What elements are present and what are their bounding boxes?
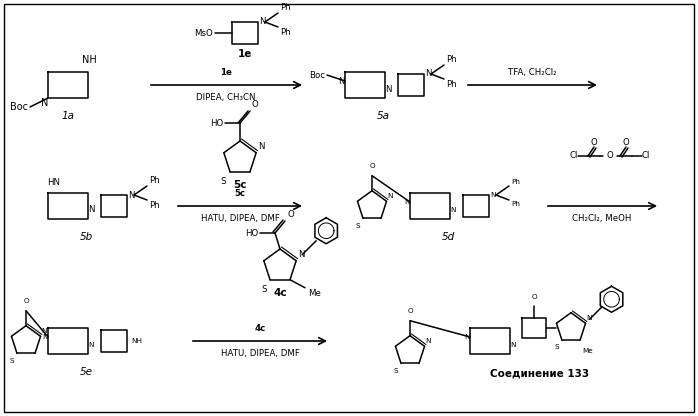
Text: N: N [298,250,304,259]
Text: Boc: Boc [10,102,28,112]
Text: 1e: 1e [238,49,252,59]
Text: N: N [586,315,592,321]
Text: NH: NH [82,55,97,65]
Text: O: O [287,210,294,219]
Text: HN: HN [47,178,61,187]
Text: N: N [43,334,48,340]
Text: N: N [258,142,265,151]
Text: N: N [464,334,470,340]
Text: S: S [394,369,398,374]
Text: 5c: 5c [233,180,247,190]
Text: N: N [490,192,496,198]
Text: 4c: 4c [273,288,287,298]
Text: S: S [554,344,559,350]
Text: S: S [262,285,267,294]
Text: HATU, DIPEA, DMF: HATU, DIPEA, DMF [221,349,299,358]
Text: N: N [88,206,94,215]
Text: 5d: 5d [441,232,454,242]
Text: O: O [623,138,630,147]
Text: DIPEA, CH₃CN: DIPEA, CH₃CN [196,93,255,102]
Text: N: N [385,84,392,94]
Text: N: N [259,17,265,27]
Text: O: O [531,294,537,300]
Text: N: N [339,77,345,86]
Text: S: S [355,223,360,229]
Text: O: O [23,298,29,304]
Text: 5a: 5a [376,111,389,121]
Text: Boc: Boc [309,70,325,79]
Text: 5b: 5b [80,232,93,242]
Text: 5e: 5e [80,367,93,377]
Text: Ph: Ph [446,55,456,64]
Text: S: S [9,358,14,364]
Text: Ph: Ph [511,179,520,185]
Text: Cl: Cl [642,151,651,161]
Text: Ph: Ph [149,176,160,185]
Text: N: N [40,98,48,108]
Text: O: O [607,151,614,161]
Text: TFA, CH₂Cl₂: TFA, CH₂Cl₂ [507,68,556,77]
Text: Me: Me [308,289,321,298]
Text: HO: HO [245,228,258,238]
Text: N: N [405,199,410,205]
Text: Me: Me [582,348,593,354]
Text: N: N [42,328,47,334]
Text: 1a: 1a [61,111,75,121]
Text: O: O [591,138,597,147]
Text: Ph: Ph [446,80,456,89]
Text: N: N [88,342,94,348]
Text: Ph: Ph [280,3,290,12]
Text: 5c: 5c [235,189,246,198]
Text: N: N [387,193,393,199]
Text: Ph: Ph [149,201,160,210]
Text: N: N [425,69,431,79]
Text: N: N [450,207,456,213]
Text: N: N [510,342,516,348]
Text: N: N [426,338,431,344]
Text: O: O [369,163,375,169]
Text: Соединение 133: Соединение 133 [491,369,590,379]
Text: S: S [221,177,226,186]
Text: Cl: Cl [570,151,578,161]
Text: Ph: Ph [280,28,290,37]
Text: CH₂Cl₂, MeOH: CH₂Cl₂, MeOH [572,214,632,223]
Text: MsO: MsO [194,29,213,37]
Text: O: O [252,100,259,109]
Text: 1e: 1e [220,68,232,77]
Text: 4c: 4c [254,324,266,333]
Text: HO: HO [210,119,223,127]
Text: N: N [128,191,135,200]
Text: HATU, DIPEA, DMF: HATU, DIPEA, DMF [200,214,279,223]
Text: O: O [407,308,413,314]
Text: NH: NH [131,338,142,344]
Text: Ph: Ph [511,201,520,207]
